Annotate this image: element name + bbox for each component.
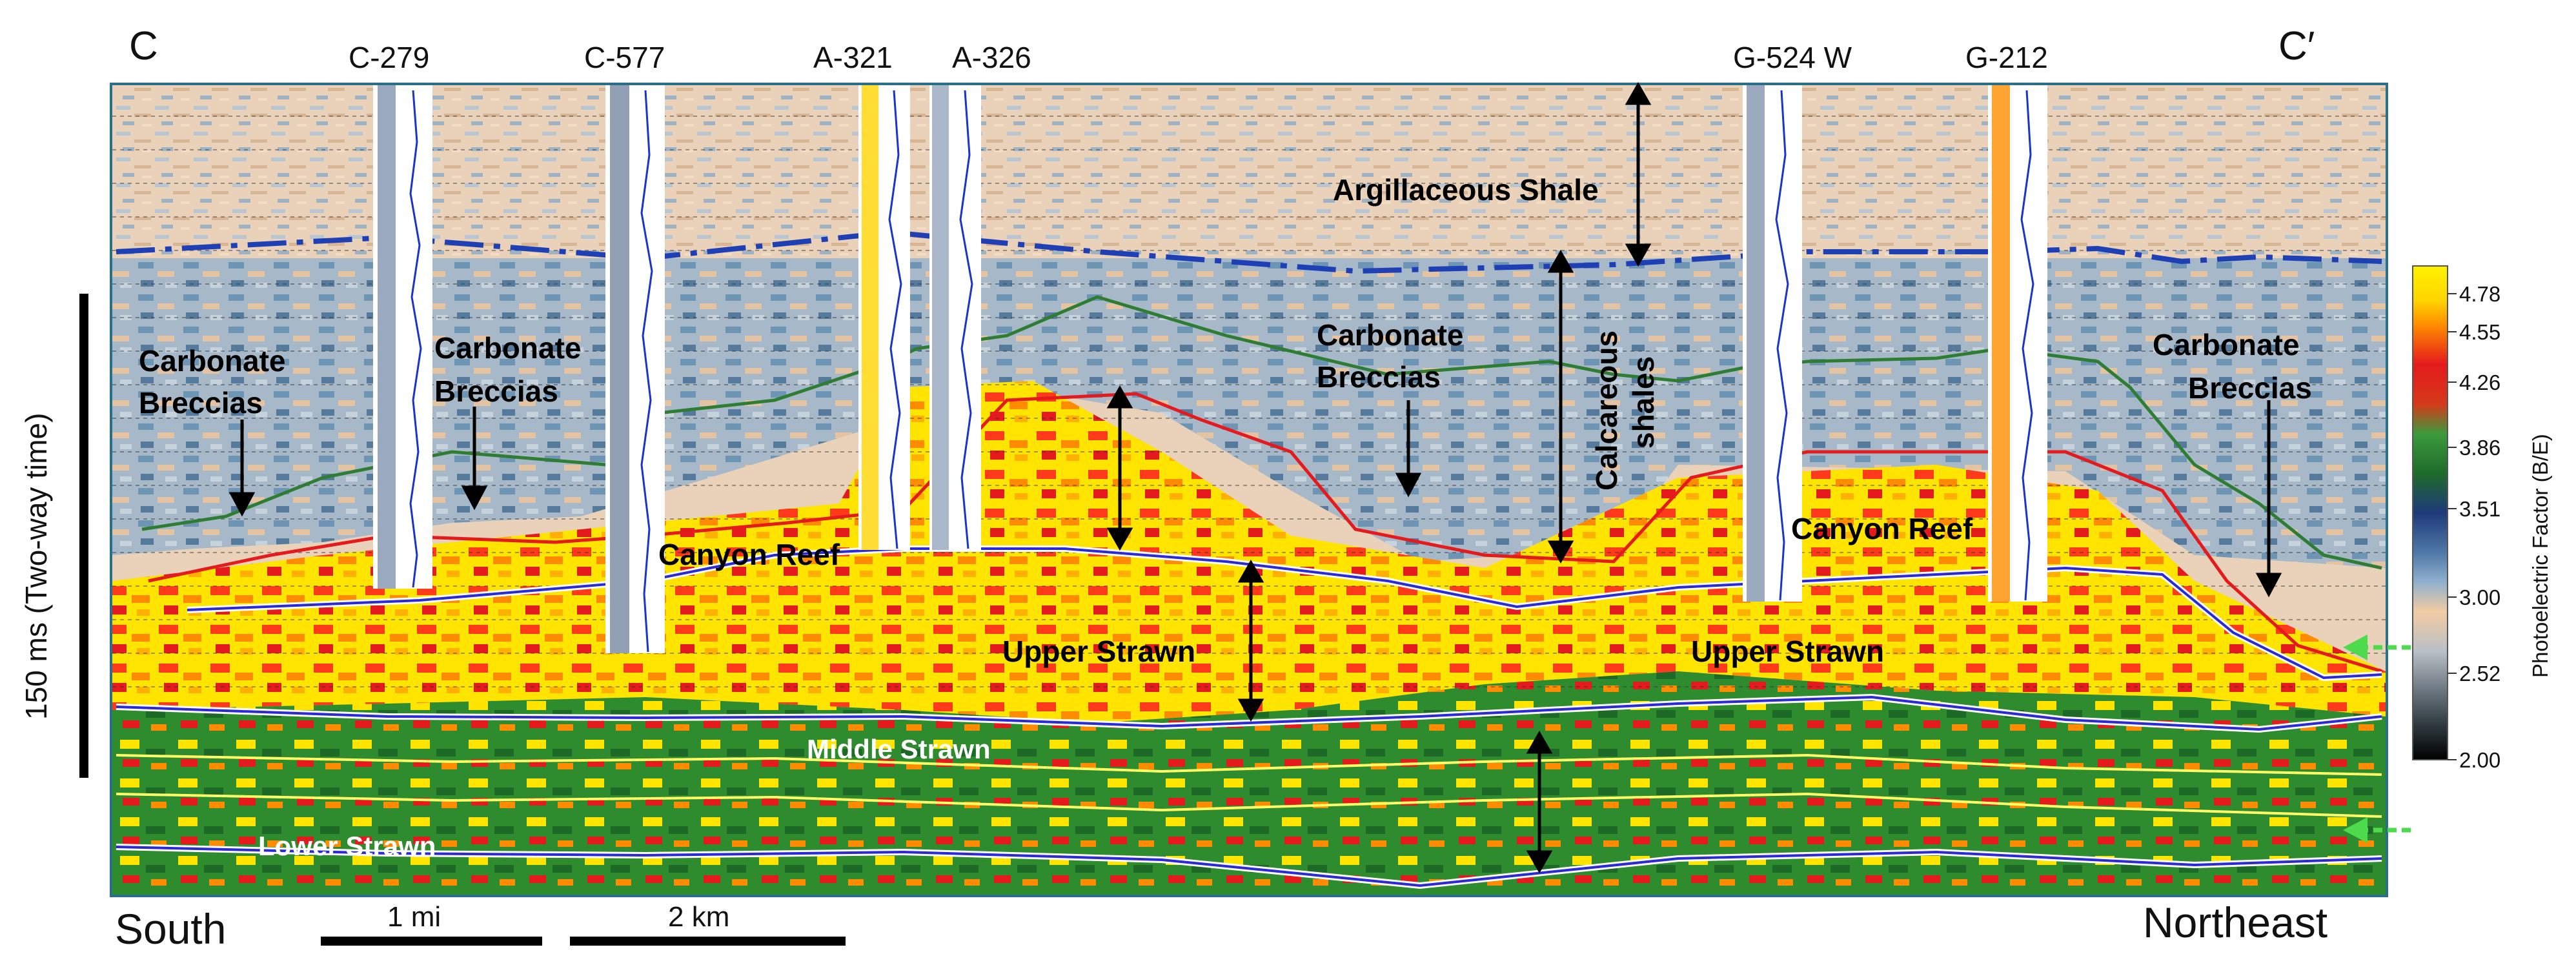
well-track-g-524w — [1743, 85, 1802, 602]
scale-bar-miles: 1 mi — [321, 901, 542, 946]
colorbar-tick-7: 2.00 — [2459, 748, 2500, 772]
well-label-g-524w: G-524 W — [1733, 41, 1852, 74]
unit-label-carbonate-breccias-4: Carbonate — [2153, 328, 2299, 361]
unit-label-canyon-reef-2: Canyon Reef — [1791, 512, 1973, 545]
reef-zone — [112, 381, 2386, 723]
top-lower-strawn-horizon-blue — [116, 846, 2382, 888]
colorbar-title: Photoelectric Factor (B/E) — [2528, 434, 2552, 678]
green-marker-arrows — [2343, 635, 2414, 843]
scale-label-miles: 1 mi — [387, 901, 441, 933]
thickness-arrows — [1106, 81, 1652, 874]
well-label-a-321: A-321 — [813, 41, 893, 74]
strawn-zone — [112, 671, 2386, 895]
colorbar: 4.78 4.55 4.26 3.86 3.51 3.00 2.52 2.00 … — [2412, 265, 2552, 772]
scale-bar-kilometers: 2 km — [570, 901, 846, 946]
colorbar-tick-3: 3.86 — [2459, 436, 2500, 460]
colorbar-tick-1: 4.55 — [2459, 320, 2500, 344]
intra-strawn-yellow-2 — [116, 792, 2382, 818]
colorbar-tick-4: 3.51 — [2459, 497, 2500, 521]
well-track-c-577 — [605, 85, 665, 653]
colorbar-tick-6: 2.52 — [2459, 662, 2500, 686]
corner-label-c: C — [129, 24, 158, 68]
breccia-pointer-arrows — [228, 400, 2282, 598]
unit-label-calcareous-b: shales — [1627, 356, 1660, 449]
colorbar-tick-5: 3.00 — [2459, 585, 2500, 609]
unit-label-carbonate-breccias-2b: Breccias — [434, 374, 558, 408]
colorbar-swatch — [2412, 265, 2448, 760]
well-label-c-577: C-577 — [584, 41, 665, 74]
unit-label-lower-strawn: Lower Strawn — [258, 831, 436, 861]
calcareous-zone — [112, 258, 2386, 568]
unit-label-upper-strawn-1: Upper Strawn — [1002, 635, 1195, 668]
unit-label-carbonate-breccias-3b: Breccias — [1317, 360, 1441, 394]
direction-label-south: South — [115, 905, 226, 953]
well-label-c-279: C-279 — [349, 41, 429, 74]
colorbar-tick-0: 4.78 — [2459, 282, 2500, 306]
unit-label-upper-strawn-2: Upper Strawn — [1691, 635, 1884, 668]
unit-label-carbonate-breccias-1: Carbonate — [139, 344, 285, 378]
top-reef-red-horizon — [148, 392, 2382, 673]
corner-label-c-prime: C′ — [2278, 24, 2315, 68]
well-track-a-321 — [858, 85, 910, 550]
top-middle-strawn-horizon-blue — [116, 695, 2382, 731]
unit-label-carbonate-breccias-2: Carbonate — [434, 331, 581, 365]
colorbar-ticks — [2448, 293, 2457, 760]
top-upper-strawn-horizon-blue — [187, 547, 2382, 680]
well-track-c-279 — [373, 85, 432, 589]
well-track-a-326 — [929, 85, 981, 550]
time-scale-label: 150 ms (Two-way time) — [19, 413, 53, 720]
well-track-g-212 — [1988, 85, 2047, 602]
unit-label-calcareous: Calcareous — [1590, 330, 1623, 491]
unit-label-carbonate-breccias-3: Carbonate — [1317, 318, 1463, 352]
unit-label-middle-strawn: Middle Strawn — [807, 734, 991, 764]
unit-label-argillaceous-shale: Argillaceous Shale — [1333, 173, 1599, 207]
colorbar-tick-2: 4.26 — [2459, 371, 2500, 394]
scale-label-kilometers: 2 km — [668, 901, 729, 933]
unit-label-carbonate-breccias-4b: Breccias — [2188, 371, 2312, 405]
well-label-a-326: A-326 — [952, 41, 1031, 74]
unit-label-carbonate-breccias-1b: Breccias — [139, 386, 263, 420]
well-label-g-212: G-212 — [1965, 41, 2048, 74]
intra-strawn-yellow-1 — [116, 753, 2382, 776]
unit-label-canyon-reef-1: Canyon Reef — [658, 538, 840, 571]
well-logs — [373, 85, 2047, 653]
direction-label-northeast: Northeast — [2143, 899, 2328, 946]
